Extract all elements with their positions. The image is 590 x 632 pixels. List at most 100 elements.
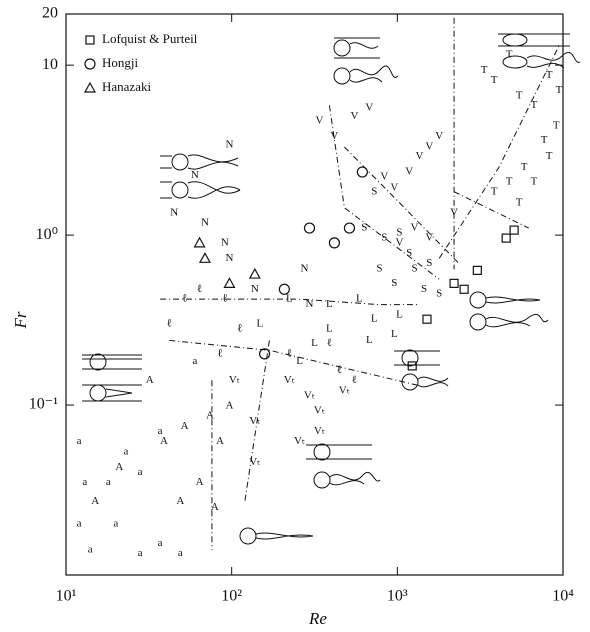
regime-marker: ℓ — [197, 283, 202, 295]
regime-marker: T — [553, 119, 560, 131]
regime-marker: Vₜ — [314, 425, 325, 437]
marker-circle — [356, 166, 368, 178]
regime-marker: T — [556, 84, 563, 96]
regime-marker: ℓ — [182, 293, 187, 305]
regime-marker: L — [371, 313, 378, 325]
regime-marker: L — [391, 328, 398, 340]
marker-square — [449, 278, 459, 288]
regime-marker: a — [82, 476, 87, 488]
regime-marker: V — [330, 130, 338, 142]
marker-square — [472, 265, 482, 275]
regime-marker: ℓ — [327, 337, 332, 349]
regime-marker: L — [366, 334, 373, 346]
regime-marker: L — [296, 355, 303, 367]
regime-marker: a — [138, 547, 143, 559]
regime-marker: N — [170, 206, 178, 218]
regime-marker: N — [191, 169, 199, 181]
regime-boundary — [453, 191, 529, 229]
regime-marker: Vₜ — [249, 415, 260, 427]
regime-marker: V — [425, 141, 433, 153]
marker-square — [85, 35, 95, 45]
regime-marker: V — [350, 110, 358, 122]
regime-marker: A — [211, 501, 219, 513]
regime-marker: Vₜ — [314, 405, 325, 417]
regime-marker: ℓ — [167, 317, 172, 329]
legend-label: Hongji — [102, 55, 139, 70]
regime-marker: V — [390, 181, 398, 193]
regime-marker: N — [225, 252, 233, 264]
regime-marker: a — [77, 435, 82, 447]
regime-marker: ℓ — [287, 347, 292, 359]
regime-marker: T — [546, 150, 553, 162]
regime-marker: A — [225, 399, 233, 411]
regime-marker: a — [192, 355, 197, 367]
y-tick-label: 10⁻¹ — [29, 396, 58, 413]
regime-marker: a — [77, 517, 82, 529]
regime-marker: T — [516, 196, 523, 208]
regime-marker: V — [415, 150, 423, 162]
regime-marker: Vₜ — [249, 456, 260, 468]
regime-marker: A — [176, 495, 184, 507]
regime-marker: ℓ — [337, 364, 342, 376]
regime-marker: T — [546, 69, 553, 81]
regime-marker: T — [531, 99, 538, 111]
marker-triangle — [198, 252, 211, 263]
regime-marker: N — [306, 298, 314, 310]
legend-label: Lofquist & Purteil — [102, 31, 198, 46]
regime-marker: N — [300, 263, 308, 275]
marker-square — [509, 225, 519, 235]
regime-marker: L — [311, 337, 318, 349]
marker-triangle — [223, 277, 236, 288]
regime-marker: a — [158, 537, 163, 549]
regime-marker: T — [541, 134, 548, 146]
regime-marker: S — [421, 283, 427, 295]
regime-marker: V — [365, 101, 373, 113]
regime-boundary — [438, 45, 560, 259]
marker-square — [407, 361, 417, 371]
regime-marker: Vₜ — [294, 435, 305, 447]
regime-marker: a — [138, 466, 143, 478]
regime-marker: A — [91, 495, 99, 507]
regime-marker: V — [380, 170, 388, 182]
regime-marker: a — [178, 547, 183, 559]
regime-marker: A — [160, 435, 168, 447]
regime-marker: L — [286, 293, 293, 305]
regime-marker: Vₜ — [284, 374, 295, 386]
regime-marker: V — [405, 166, 413, 178]
regime-marker: L — [326, 323, 333, 335]
regime-marker: T — [491, 185, 498, 197]
regime-marker: A — [196, 476, 204, 488]
marker-circle — [258, 348, 271, 360]
regime-marker: T — [481, 64, 488, 76]
regime-marker: T — [506, 48, 513, 60]
regime-marker: S — [361, 222, 367, 234]
regime-marker: Vₜ — [339, 385, 350, 397]
regime-marker: a — [123, 445, 128, 457]
regime-marker: S — [436, 288, 442, 300]
y-axis-label: Fr — [11, 311, 30, 329]
regime-marker: ℓ — [217, 347, 222, 359]
regime-marker: a — [88, 544, 93, 556]
regime-marker: S — [396, 226, 402, 238]
regime-marker: N — [221, 236, 229, 248]
regime-marker: A — [216, 435, 224, 447]
regime-marker: L — [257, 317, 264, 329]
y-tick-label: 10 — [42, 56, 58, 73]
regime-marker: N — [251, 283, 259, 295]
regime-marker: a — [158, 425, 163, 437]
regime-marker: T — [531, 176, 538, 188]
regime-marker: S — [376, 263, 382, 275]
regime-marker: L — [356, 293, 363, 305]
marker-square — [501, 233, 511, 243]
regime-marker: Vₜ — [229, 374, 240, 386]
regime-boundary — [344, 146, 460, 264]
regime-marker: Vₜ — [304, 390, 315, 402]
regime-marker: T — [521, 161, 528, 173]
marker-triangle — [193, 236, 206, 248]
marker-square — [422, 314, 432, 324]
y-tick-label: 10⁰ — [36, 226, 58, 243]
regime-marker: S — [411, 263, 417, 275]
regime-marker: T — [516, 89, 523, 101]
x-axis-label: Re — [308, 609, 327, 628]
regime-marker: A — [181, 420, 189, 432]
